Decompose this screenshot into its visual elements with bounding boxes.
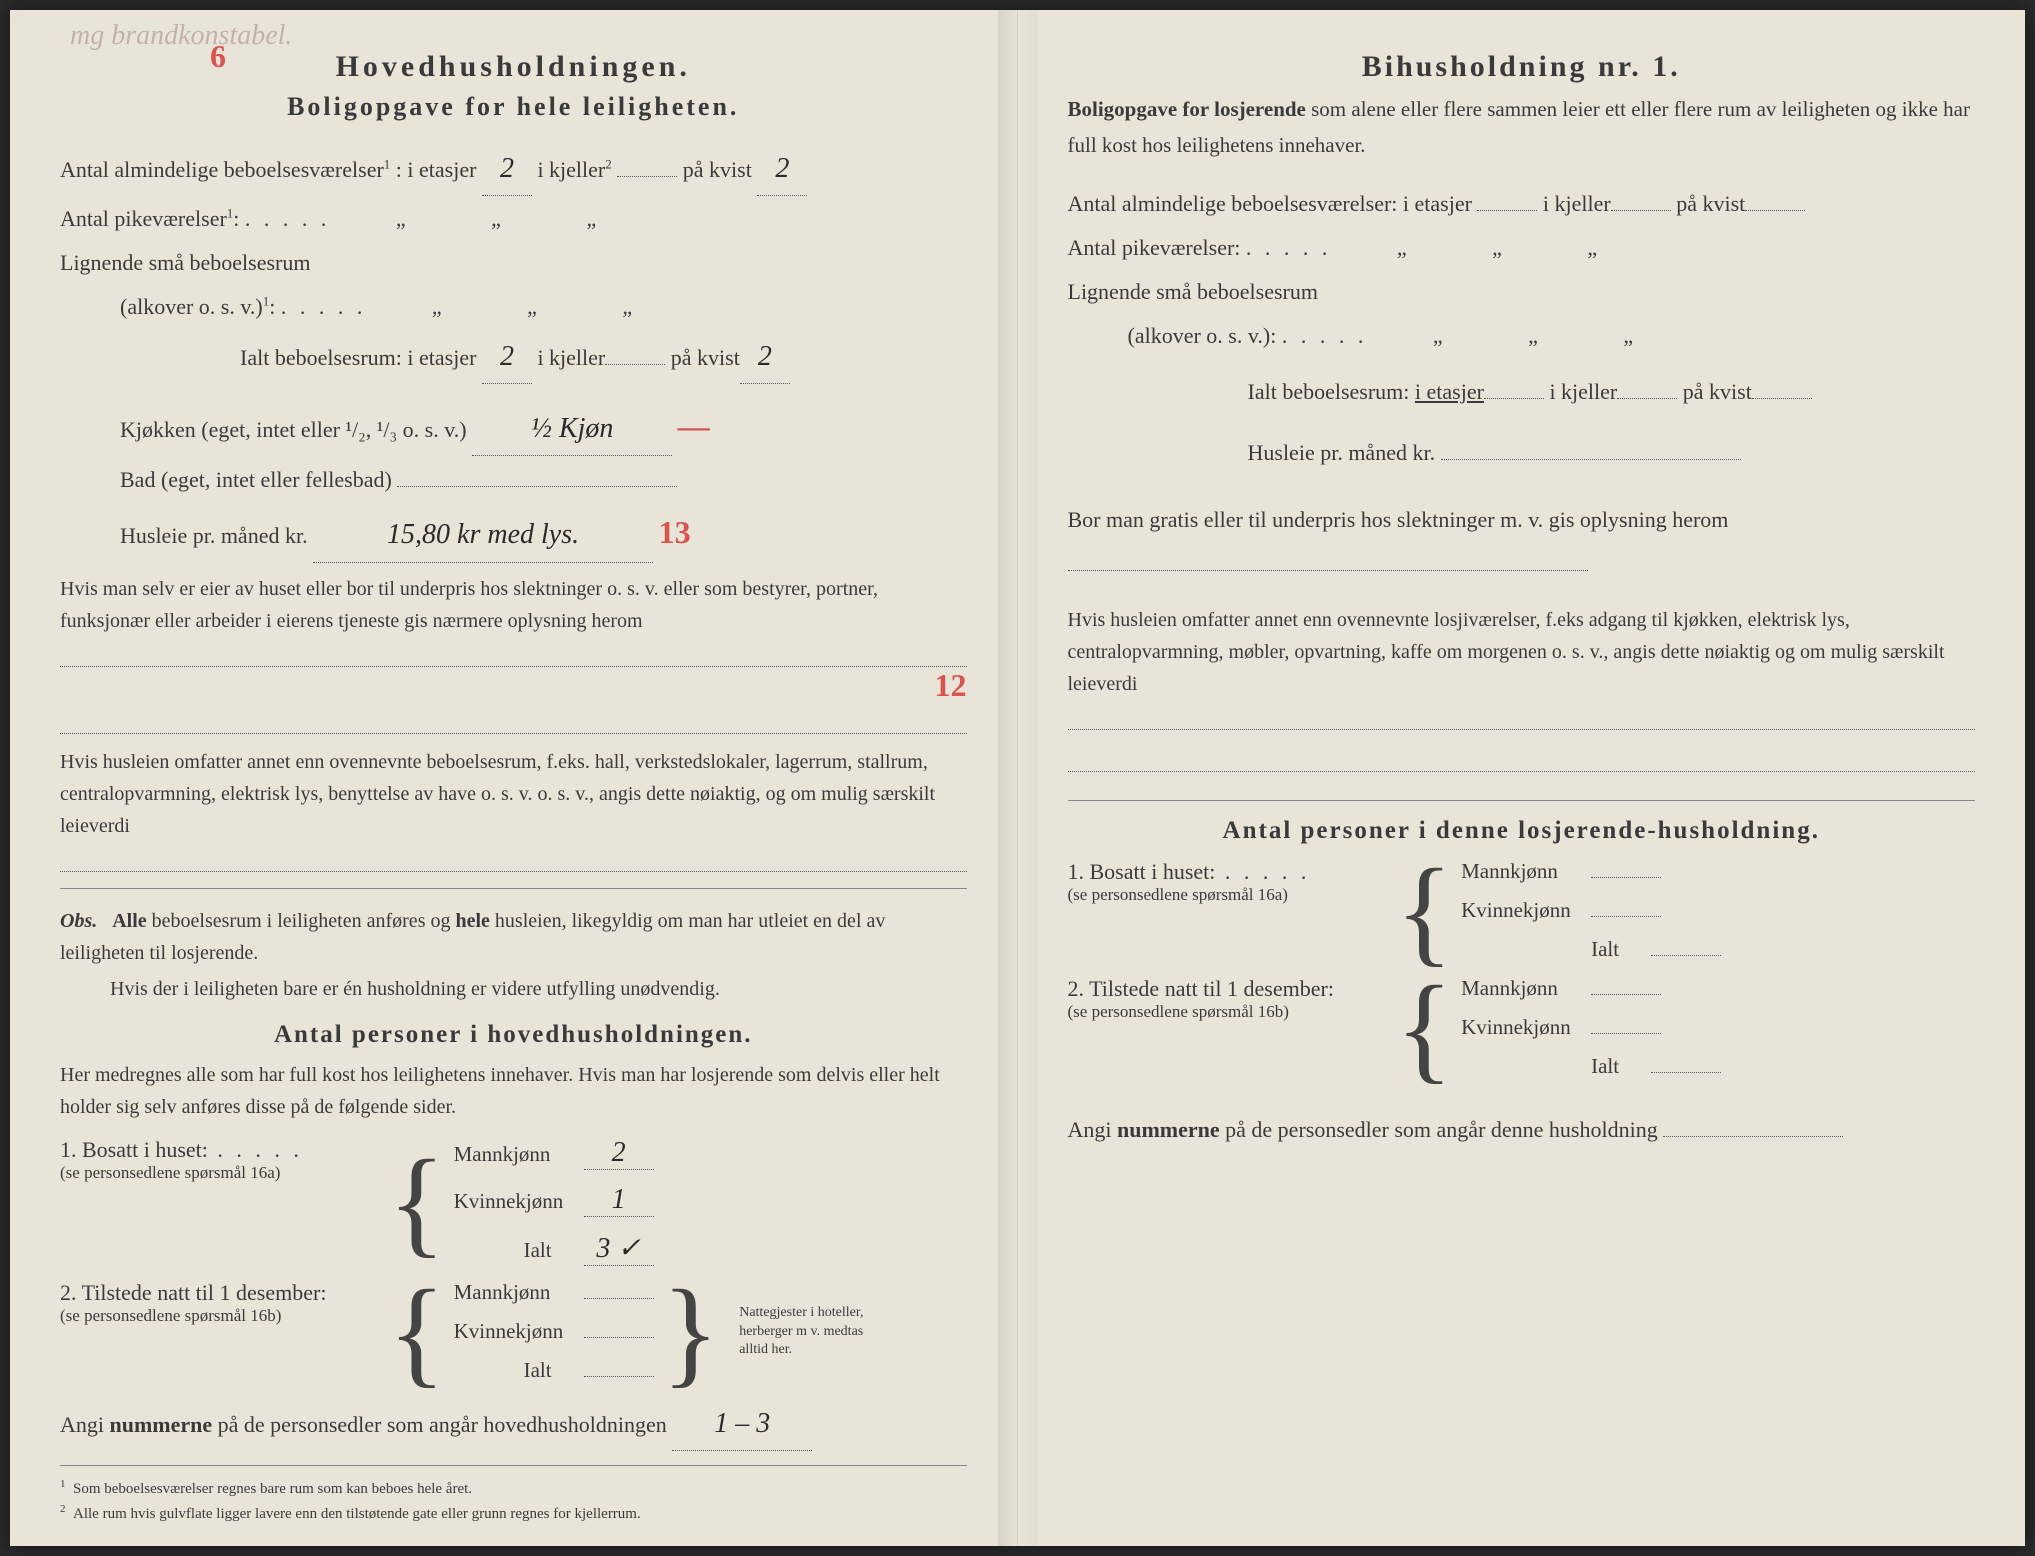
left-title-main: Hovedhusholdningen. — [60, 50, 967, 84]
document-spread: mg brandkonstabel. 6 Hovedhusholdningen.… — [10, 10, 2025, 1546]
line-husleie: Husleie pr. måned kr. 15,80 kr med lys. … — [60, 502, 967, 563]
line-lignende: Lignende små beboelsesrum — [60, 242, 967, 284]
line-ialt: Ialt beboelsesrum: i etasjer 2 i kjeller… — [60, 330, 967, 384]
bracket-icon: { — [388, 1154, 446, 1250]
para-eier: Hvis man selv er eier av huset eller bor… — [60, 573, 967, 637]
line-kjokken: Kjøkken (eget, intet eller ¹/₂, ¹/₃ o. s… — [60, 396, 967, 457]
right-page: Bihusholdning nr. 1. Boligopgave for los… — [1018, 10, 2026, 1546]
r-line-husleie: Husleie pr. måned kr. — [1068, 432, 1976, 474]
right-intro: Boligopgave for losjerende som alene ell… — [1068, 92, 1976, 163]
side-note: Nattegjester i hoteller, herberger m v. … — [739, 1304, 879, 1359]
r-row-tilstede: 2. Tilstede natt til 1 desember: (se per… — [1068, 976, 1976, 1079]
field-mann: 2 — [584, 1137, 654, 1170]
r-line-alm: Antal almindelige beboelsesværelser: i e… — [1068, 183, 1976, 225]
section-intro: Her medregnes alle som har full kost hos… — [60, 1059, 967, 1123]
red-6: 6 — [210, 38, 226, 75]
right-title-main: Bihusholdning nr. 1. — [1068, 50, 1976, 84]
left-title-sub: Boligopgave for hele leiligheten. — [60, 92, 967, 122]
field-alm-etasjer: 2 — [482, 142, 532, 196]
footnotes: 1 Som beboelsesværelser regnes bare rum … — [60, 1465, 967, 1525]
field-alm-kvist: 2 — [757, 142, 807, 196]
left-section-heading: Antal personer i hovedhusholdningen. — [60, 1021, 967, 1049]
r-line-angi: Angi nummerne på de personsedler som ang… — [1068, 1109, 1976, 1151]
r-line-lignende: Lignende små beboelsesrum — [1068, 271, 1976, 313]
row-bosatt: 1. Bosatt i huset: (se personsedlene spø… — [60, 1137, 967, 1266]
r-row-bosatt: 1. Bosatt i huset: (se personsedlene spø… — [1068, 859, 1976, 962]
red-dash: — — [678, 408, 710, 444]
right-section-heading: Antal personer i denne losjerende-hushol… — [1068, 817, 1976, 845]
r-line-alkover: (alkover o. s. v.): „ „ „ — [1068, 315, 1976, 357]
left-page: mg brandkonstabel. 6 Hovedhusholdningen.… — [10, 10, 1018, 1546]
line-angi: Angi nummerne på de personsedler som ang… — [60, 1397, 967, 1451]
faded-top-note: mg brandkonstabel. — [70, 20, 292, 52]
line-alkover: (alkover o. s. v.)1: „ „ „ — [60, 286, 967, 328]
field-alm-kjeller — [617, 176, 677, 177]
field-ialt: 3 ✓ — [584, 1231, 654, 1266]
para-husleien: Hvis husleien omfatter annet enn ovennev… — [60, 746, 967, 842]
r-hvis-husleien: Hvis husleien omfatter annet enn ovennev… — [1068, 604, 1976, 700]
field-ialt-kvist: 2 — [740, 330, 790, 384]
obs-block: Obs. Alle beboelsesrum i leiligheten anf… — [60, 905, 967, 1005]
line-bad: Bad (eget, intet eller fellesbad) — [60, 459, 967, 501]
field-husleie: 15,80 kr med lys. — [313, 508, 653, 562]
r-line-ialt: Ialt beboelsesrum: i etasjer i kjeller p… — [1068, 371, 1976, 413]
red-12: 12 — [935, 667, 967, 703]
r-bor-gratis: Bor man gratis eller til underpris hos s… — [1068, 498, 1976, 586]
field-kjokken: ½ Kjøn — [472, 402, 672, 456]
r-line-pike: Antal pikeværelser: „ „ „ — [1068, 227, 1976, 269]
divider — [60, 888, 967, 889]
row-tilstede: 2. Tilstede natt til 1 desember: (se per… — [60, 1280, 967, 1383]
field-angi: 1 – 3 — [672, 1397, 812, 1451]
line-pike: Antal pikeværelser1: „ „ „ — [60, 198, 967, 240]
field-kvinne: 1 — [584, 1184, 654, 1217]
line-almindelige: Antal almindelige beboelsesværelser1 : i… — [60, 142, 967, 196]
field-ialt-etasjer: 2 — [482, 330, 532, 384]
red-13: 13 — [659, 514, 691, 550]
